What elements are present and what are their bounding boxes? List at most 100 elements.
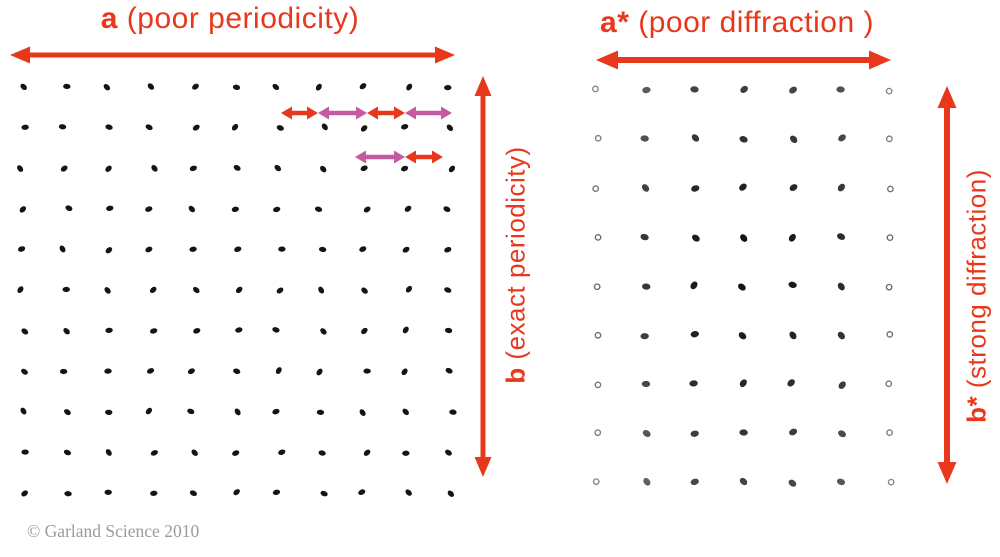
real-lattice-dot xyxy=(320,490,328,497)
real-lattice-dot xyxy=(444,287,452,293)
real-lattice-dot xyxy=(65,205,73,212)
real-lattice-dot xyxy=(64,491,72,497)
diffraction-spot xyxy=(836,478,846,486)
diffraction-spot xyxy=(640,233,649,241)
real-lattice-dot xyxy=(359,83,367,90)
diffraction-spot xyxy=(692,234,700,242)
short-spacing-arrow xyxy=(367,106,405,120)
b-star-axis-arrow-part xyxy=(937,86,957,108)
diffraction-spot xyxy=(740,85,748,93)
diffraction-spot xyxy=(790,135,798,144)
diffraction-spot xyxy=(836,86,845,93)
diffraction-spot xyxy=(838,134,846,142)
real-lattice-dot xyxy=(193,286,200,294)
real-lattice-dot xyxy=(193,328,201,334)
real-lattice-dot xyxy=(363,368,371,374)
real-lattice-dot xyxy=(232,84,241,91)
long-spacing-arrow-part xyxy=(318,106,329,120)
diffraction-spot xyxy=(740,234,748,242)
short-spacing-arrow xyxy=(281,106,318,120)
real-lattice-dot xyxy=(321,123,328,131)
diffraction-spot xyxy=(689,380,698,387)
real-lattice-dot xyxy=(192,124,200,131)
real-lattice-dot xyxy=(318,246,327,253)
real-lattice-dot xyxy=(191,449,198,456)
real-lattice-dot xyxy=(192,83,199,90)
reciprocal-lattice-title: a* (poor diffraction ) xyxy=(600,6,874,41)
real-lattice-dot xyxy=(104,287,111,294)
real-lattice-dot xyxy=(405,489,412,496)
weak-diffraction-spot xyxy=(886,429,893,437)
real-lattice-dot xyxy=(189,165,197,172)
weak-diffraction-spot xyxy=(594,381,602,389)
real-lattice-dot xyxy=(443,206,451,212)
diffraction-spot xyxy=(739,379,747,388)
diffraction-spot xyxy=(642,283,651,290)
real-lattice-dot xyxy=(233,165,241,171)
real-lattice-dot xyxy=(276,125,284,131)
real-lattice-dot xyxy=(316,368,323,376)
real-lattice-dot xyxy=(316,409,325,416)
diffraction-spot xyxy=(691,134,700,142)
weak-diffraction-spot xyxy=(593,283,601,291)
weak-diffraction-spot xyxy=(592,478,600,486)
diffraction-spot xyxy=(788,281,797,289)
real-lattice-dot xyxy=(187,368,195,375)
a-axis-arrow-part xyxy=(10,46,30,64)
real-lattice-dot xyxy=(20,83,27,91)
weak-diffraction-spot xyxy=(592,85,599,93)
weak-diffraction-spot xyxy=(592,185,600,193)
real-lattice-dot xyxy=(402,246,410,253)
real-lattice-dot xyxy=(145,206,153,212)
real-lattice-dot xyxy=(234,408,241,416)
real-lattice-dot xyxy=(448,165,456,173)
real-lattice-dot xyxy=(272,327,280,333)
real-lattice-dot xyxy=(233,489,240,496)
real-lattice-dot xyxy=(62,286,70,293)
short-spacing-arrow-part xyxy=(281,106,292,120)
real-lattice-dot xyxy=(21,124,29,130)
real-lattice-dot xyxy=(63,449,71,456)
diffraction-spot xyxy=(788,233,796,242)
diffraction-spot xyxy=(838,381,846,389)
real-lattice-dot xyxy=(401,124,409,130)
diffraction-spot xyxy=(640,333,649,340)
b-star-axis-arrow xyxy=(937,86,957,484)
a-star-axis-arrow-part xyxy=(869,50,891,70)
real-lattice-dot xyxy=(105,327,113,333)
real-lattice-dot xyxy=(103,84,111,91)
real-lattice-dot xyxy=(401,368,408,376)
real-lattice-dot xyxy=(447,490,455,497)
real-lattice-dot xyxy=(359,246,367,252)
copyright-notice: © Garland Science 2010 xyxy=(27,521,200,541)
real-lattice-dot xyxy=(360,165,368,172)
real-lattice-dot xyxy=(272,489,281,496)
real-lattice-dot xyxy=(188,205,195,213)
real-lattice-dot xyxy=(402,326,409,334)
real-lattice-dot xyxy=(406,83,413,91)
diffraction-spot xyxy=(837,282,845,291)
b-axis-arrow-part xyxy=(474,457,492,477)
short-spacing-arrow-part xyxy=(307,106,318,120)
diffraction-spot xyxy=(641,184,650,192)
weak-diffraction-spot xyxy=(885,283,893,291)
diffraction-spot xyxy=(640,135,649,142)
real-lattice-dot xyxy=(64,409,71,416)
diffraction-spot xyxy=(838,430,846,438)
real-lattice-dot xyxy=(189,490,197,497)
diffraction-spot xyxy=(643,477,651,486)
real-lattice-dot xyxy=(58,124,67,130)
diffraction-spot xyxy=(837,183,846,192)
real-lattice-dot xyxy=(21,449,29,455)
weak-diffraction-spot xyxy=(887,478,895,486)
diffraction-spot xyxy=(691,185,700,192)
b-star-axis-arrow-part xyxy=(937,462,957,484)
real-lattice-title: a (poor periodicity) xyxy=(101,2,359,37)
weak-diffraction-spot xyxy=(886,185,894,193)
real-lattice-dot xyxy=(19,206,27,213)
real-lattice-dot xyxy=(149,286,157,294)
diffraction-spot xyxy=(787,379,795,387)
real-lattice-dot xyxy=(151,165,158,172)
long-spacing-arrow-part xyxy=(394,150,405,164)
